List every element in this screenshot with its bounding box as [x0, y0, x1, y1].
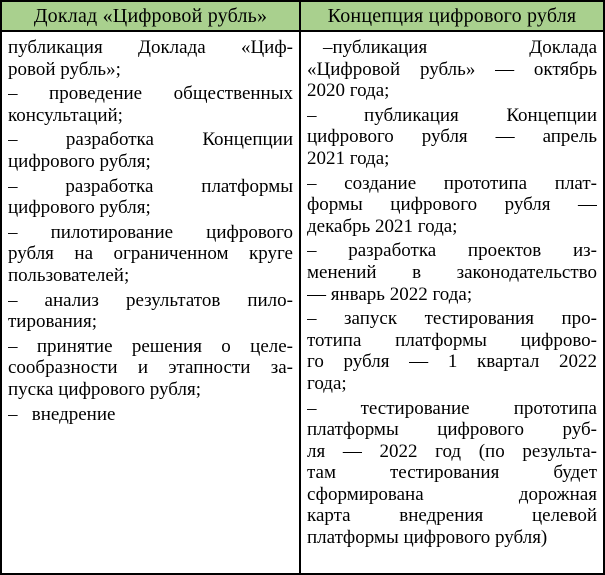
column-doklad-body: публикация Доклада «Циф-ровой рубль»; – п…: [2, 32, 301, 573]
text-line: – принятие решения о целе-: [8, 335, 293, 357]
text-line: цифрового рубля — апрель: [307, 126, 597, 148]
text-line: го рубля — 1 квартал 2022: [307, 351, 597, 373]
text-line: ровой рубль»;: [8, 58, 121, 80]
text-line: тотипа платформы цифрово-: [307, 329, 597, 351]
text-line: – анализ результатов пило-: [8, 289, 293, 311]
text-line: ля — 2022 год (по результа-: [307, 440, 597, 462]
text-line: – разработка Концепции: [8, 129, 293, 151]
text-line: цифрового рубля;: [8, 150, 151, 172]
text-line: платформы цифрового рубля): [307, 527, 548, 549]
text-line: цифрового рубля;: [8, 197, 151, 219]
text-line: сформирована дорожная: [307, 483, 597, 505]
text-line: – пилотирование цифрового: [8, 221, 293, 243]
header-cell-doklad: Доклад «Цифровой рубль»: [2, 2, 301, 30]
text-line: – запуск тестирования про-: [307, 308, 597, 330]
header-cell-kontseptsiya: Концепция цифрового рубля: [327, 5, 577, 27]
text-line: карта внедрения целевой: [307, 505, 597, 527]
column-kontseptsiya-body: –публикация Доклада «Цифровой рубль» — ок…: [301, 32, 603, 573]
text-line: тирования;: [8, 311, 97, 333]
text-line: пуска цифрового рубля;: [8, 378, 201, 400]
text-line: пользователей;: [8, 264, 130, 286]
list-item: публикация Доклада «Циф-ровой рубль»;: [8, 37, 293, 80]
list-item: – внедрение: [8, 404, 293, 426]
text-line: – создание прототипа плат-: [307, 172, 597, 194]
text-line: платформы цифрового руб-: [307, 419, 597, 441]
text-line: – разработка платформы: [8, 175, 293, 197]
list-item: – публикация Концепции цифрового рубля — …: [307, 105, 597, 170]
text-line: — январь 2022 года;: [307, 283, 473, 305]
list-item: – разработка проектов из-менений в закон…: [307, 240, 597, 305]
list-item: – разработка Концепции цифрового рубля;: [8, 129, 293, 172]
list-item: – анализ результатов пило-тирования;: [8, 290, 293, 333]
list-item: – создание прототипа плат-формы цифровог…: [307, 173, 597, 238]
text-line: формы цифрового рубля —: [307, 194, 597, 216]
text-line: – проведение общественных: [8, 83, 293, 105]
table-header-row: Доклад «Цифровой рубль» Концепция цифров…: [2, 2, 603, 32]
text-line: – публикация Концепции: [307, 104, 597, 126]
text-line: декабрь 2021 года;: [307, 215, 458, 237]
text-line: – тестирование прототипа: [307, 397, 597, 419]
table-body-row: публикация Доклада «Циф-ровой рубль»; – п…: [2, 32, 603, 573]
list-item: – тестирование прототипа платформы цифров…: [307, 398, 597, 549]
text-line: 2020 года;: [307, 80, 390, 102]
list-item: – проведение общественных консультаций;: [8, 83, 293, 126]
text-line: рубля на ограниченном круге: [8, 243, 293, 265]
text-line: консультаций;: [8, 104, 123, 126]
text-line: 2021 года;: [307, 147, 390, 169]
text-line: года;: [307, 372, 347, 394]
text-line: – разработка проектов из-: [307, 240, 597, 262]
text-line: – внедрение: [8, 403, 116, 425]
text-line: сообразности и этапности за-: [8, 357, 293, 379]
list-item: – принятие решения о целе-сообразности и…: [8, 336, 293, 401]
text-line: –публикация Доклада: [323, 37, 597, 58]
text-line: «Цифровой рубль» — октябрь: [307, 58, 597, 80]
list-item: – запуск тестирования про-тотипа платфор…: [307, 308, 597, 394]
text-line: публикация Доклада «Циф-: [8, 37, 293, 58]
list-item: – разработка платформы цифрового рубля;: [8, 176, 293, 219]
text-line: менений в законодательство: [307, 261, 597, 283]
text-line: там тестирования будет: [307, 462, 597, 484]
list-item: – пилотирование цифрового рубля на ограни…: [8, 222, 293, 287]
list-item: –публикация Доклада «Цифровой рубль» — ок…: [307, 37, 597, 102]
